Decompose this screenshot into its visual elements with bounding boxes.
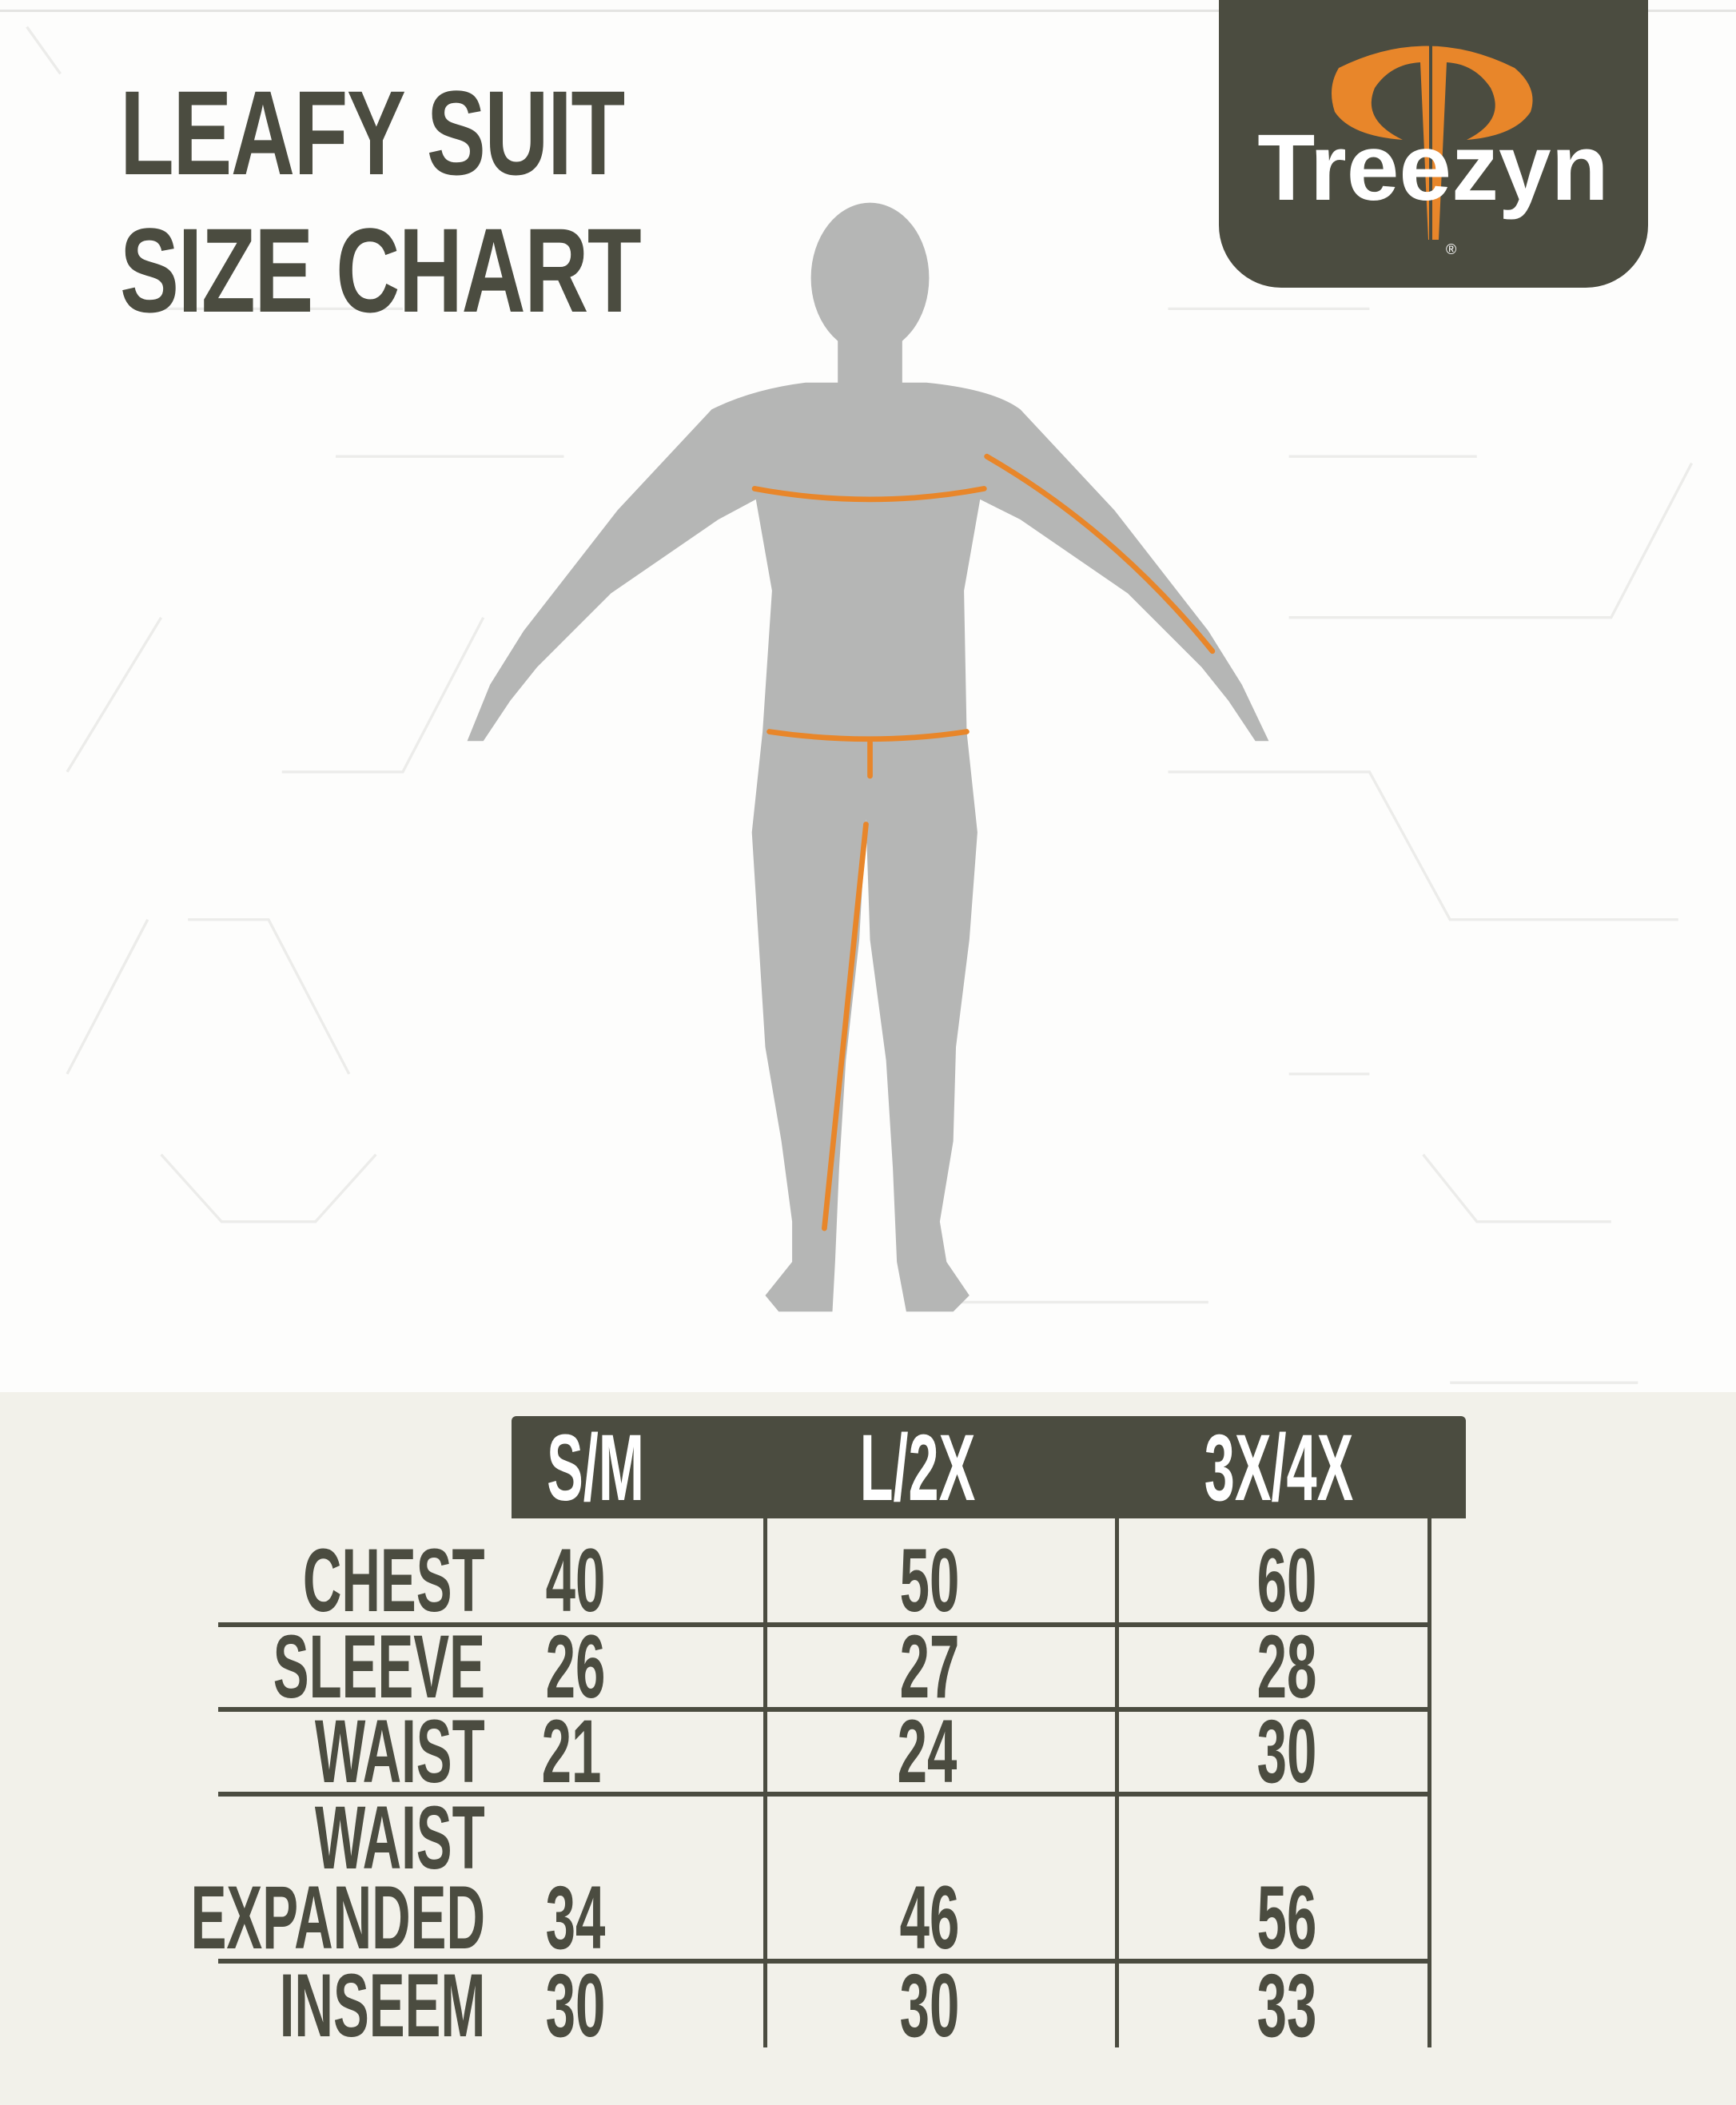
cell-chest-3x4x: 60 [1256, 1530, 1317, 1630]
cell-sleeve-l2x: 27 [899, 1617, 960, 1717]
cell-sleeve-3x4x: 28 [1256, 1617, 1317, 1717]
row-label-waist-expanded-line2: EXPANDED [190, 1868, 485, 1968]
column-header-sm: S/M [547, 1415, 644, 1521]
row-label-waist: WAIST [315, 1701, 485, 1801]
row-divider [218, 1959, 1429, 1964]
column-header-l2x: L/2X [859, 1415, 976, 1521]
sleeve-measure-line [984, 453, 1216, 655]
table-header: S/M L/2X 3X/4X [512, 1416, 1466, 1518]
logo-emblem-icon: Treezyn ® [1257, 29, 1609, 261]
cell-inseem-l2x: 30 [899, 1956, 960, 2055]
title-line-2: SIZE CHART [120, 203, 642, 337]
cell-inseem-sm: 30 [545, 1956, 606, 2055]
cell-waist-sm: 21 [541, 1701, 602, 1801]
column-header-3x4x: 3X/4X [1204, 1415, 1354, 1521]
cell-inseem-3x4x: 33 [1256, 1956, 1317, 2055]
cell-sleeve-sm: 26 [545, 1617, 606, 1717]
row-label-waist-expanded-line1: WAIST [315, 1788, 485, 1888]
top-rule [0, 10, 1736, 12]
page-title: LEAFY SUIT SIZE CHART [120, 64, 642, 339]
waist-measure-line [766, 729, 970, 742]
cell-waist-expanded-l2x: 46 [899, 1868, 960, 1968]
inseam-measure-line [822, 822, 869, 1232]
chest-measure-line [751, 486, 987, 503]
column-divider [763, 1518, 767, 2047]
row-label-inseem: INSEEM [279, 1956, 485, 2055]
column-divider [1115, 1518, 1119, 2047]
row-divider [218, 1622, 1429, 1627]
row-label-sleeve: SLEEVE [273, 1617, 485, 1717]
cell-waist-expanded-sm: 34 [545, 1868, 606, 1968]
logo-wordmark: Treezyn [1257, 115, 1608, 221]
cell-waist-expanded-3x4x: 56 [1256, 1868, 1317, 1968]
row-divider [218, 1707, 1429, 1712]
hex-background-pattern [26, 26, 1694, 1384]
title-line-1: LEAFY SUIT [120, 66, 625, 200]
cell-chest-l2x: 50 [899, 1530, 960, 1630]
column-divider [1427, 1518, 1431, 2047]
cell-chest-sm: 40 [545, 1530, 606, 1630]
row-label-chest: CHEST [303, 1530, 485, 1630]
cell-waist-l2x: 24 [897, 1701, 958, 1801]
row-divider [218, 1792, 1429, 1797]
treezyn-logo: Treezyn ® [1219, 0, 1648, 288]
cell-waist-3x4x: 30 [1256, 1701, 1317, 1801]
registered-mark: ® [1446, 241, 1456, 257]
